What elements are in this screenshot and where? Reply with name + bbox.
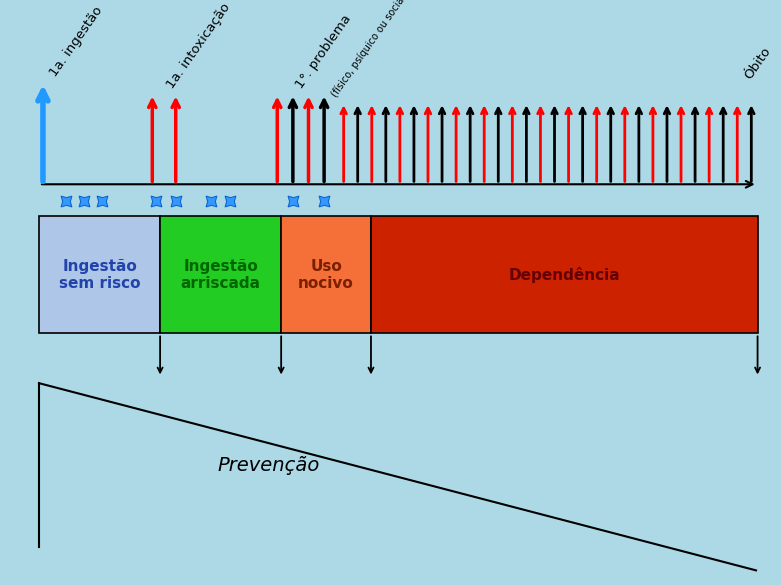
Text: Dependência: Dependência bbox=[508, 267, 620, 283]
Bar bbox=[371, 216, 758, 333]
Bar bbox=[39, 216, 160, 333]
Text: Óbito: Óbito bbox=[742, 45, 773, 82]
Bar bbox=[160, 216, 281, 333]
Bar bbox=[281, 216, 371, 333]
Text: (físico, psíquico ou social): (físico, psíquico ou social) bbox=[330, 0, 410, 99]
Text: 1°. problema: 1°. problema bbox=[293, 12, 353, 91]
Text: Uso
nocivo: Uso nocivo bbox=[298, 259, 354, 291]
Text: 1a. ingestão: 1a. ingestão bbox=[47, 4, 105, 79]
Text: Ingestão
arriscada: Ingestão arriscada bbox=[180, 259, 261, 291]
Text: 1a. intoxicação: 1a. intoxicação bbox=[164, 1, 233, 91]
Text: Prevenção: Prevenção bbox=[217, 456, 319, 474]
Text: Ingestão
sem risco: Ingestão sem risco bbox=[59, 259, 141, 291]
